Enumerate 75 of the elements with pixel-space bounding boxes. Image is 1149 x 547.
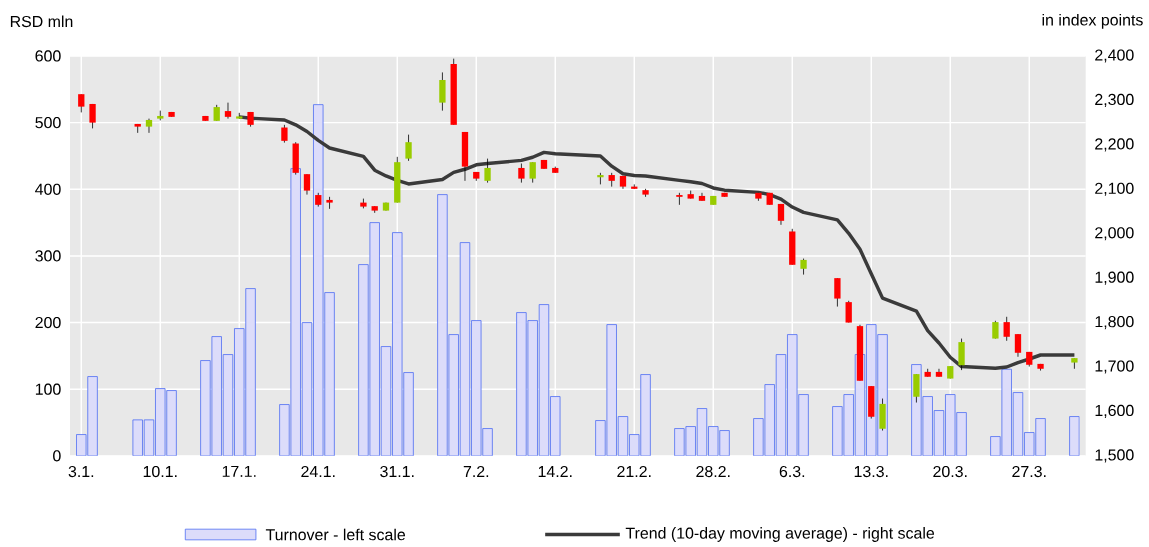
- x-tick-label: 6.3.: [779, 466, 805, 478]
- candlestick: [676, 192, 683, 206]
- bar: [1069, 416, 1080, 457]
- y2-tick-label: 2,200: [1095, 138, 1134, 152]
- y-tick-label: 500: [35, 117, 61, 129]
- y2-tick-label: 1,600: [1095, 405, 1134, 419]
- x-tick-label: 27.3.: [1012, 466, 1046, 478]
- x-tick-label: 3.1.: [68, 466, 94, 478]
- bar: [640, 374, 651, 457]
- x-tick-label: 10.1.: [143, 466, 177, 478]
- bar: [798, 394, 809, 457]
- candlestick: [845, 300, 852, 324]
- candlestick: [89, 103, 96, 130]
- y2-tick-label: 1,900: [1095, 271, 1134, 285]
- bar: [200, 360, 211, 457]
- candlestick: [439, 72, 446, 112]
- bar: [516, 312, 527, 457]
- candlestick: [405, 134, 412, 162]
- candlestick: [326, 196, 333, 210]
- y-tick-label: 300: [35, 250, 61, 262]
- candlestick: [303, 174, 311, 196]
- bar: [403, 372, 414, 457]
- candlestick: [1003, 316, 1010, 342]
- bar: [324, 292, 335, 457]
- x-tick-label: 28.2.: [696, 466, 730, 478]
- candlestick: [529, 162, 536, 184]
- bar: [753, 418, 764, 457]
- x-tick-label: 17.1.: [222, 466, 256, 478]
- bar: [313, 104, 324, 457]
- bar: [358, 264, 369, 457]
- x-tick-label: 31.1.: [380, 466, 414, 478]
- y2-tick-label: 2,000: [1095, 227, 1134, 241]
- y2-tick-label: 2,300: [1095, 94, 1134, 108]
- x-tick-label: 20.3.: [933, 466, 967, 478]
- x-tick-label: 14.2.: [538, 466, 572, 478]
- candlestick: [958, 338, 965, 371]
- candlestick: [518, 163, 525, 184]
- candlestick: [224, 102, 232, 120]
- y2-tick-label: 2,100: [1095, 182, 1134, 197]
- y2-tick-label: 1,500: [1095, 449, 1134, 463]
- candlestick: [78, 94, 85, 114]
- bar: [595, 420, 606, 457]
- candlestick: [484, 158, 491, 184]
- candlestick: [145, 118, 153, 134]
- x-tick-label: 13.3.: [854, 466, 888, 478]
- y-tick-label: 600: [35, 50, 61, 62]
- y-axis-title: RSD mln: [10, 15, 73, 28]
- candlestick: [698, 192, 706, 202]
- y-tick-label: 0: [53, 450, 61, 462]
- legend-label: Turnover - left scale: [265, 528, 406, 541]
- bar: [245, 288, 256, 457]
- candlestick: [935, 368, 943, 378]
- y2-tick-label: 1,800: [1095, 316, 1134, 330]
- x-tick-label: 7.2.: [463, 466, 489, 478]
- y2-tick-label: 1,700: [1095, 360, 1134, 374]
- y2-axis-title: in index points: [1042, 14, 1143, 29]
- line-series: [237, 115, 1077, 371]
- bar: [956, 412, 967, 457]
- bar: [832, 406, 843, 457]
- bar: [87, 376, 98, 457]
- candlestick: [777, 203, 785, 226]
- y2-tick-label: 2,400: [1095, 49, 1134, 63]
- bar: [279, 404, 290, 457]
- x-tick-label: 21.2.: [617, 466, 651, 478]
- candlestick: [1014, 333, 1022, 358]
- candlestick: [597, 172, 604, 186]
- bar: [1035, 418, 1046, 457]
- bar: [437, 194, 448, 457]
- x-tick-label: 24.1.: [301, 466, 335, 478]
- legend-label: Trend (10-day moving average) - right scale: [625, 527, 935, 543]
- bar: [166, 390, 177, 457]
- candlestick: [834, 277, 841, 308]
- y-tick-label: 400: [35, 183, 61, 196]
- y-tick-label: 100: [35, 383, 61, 396]
- y-tick-label: 200: [35, 317, 61, 329]
